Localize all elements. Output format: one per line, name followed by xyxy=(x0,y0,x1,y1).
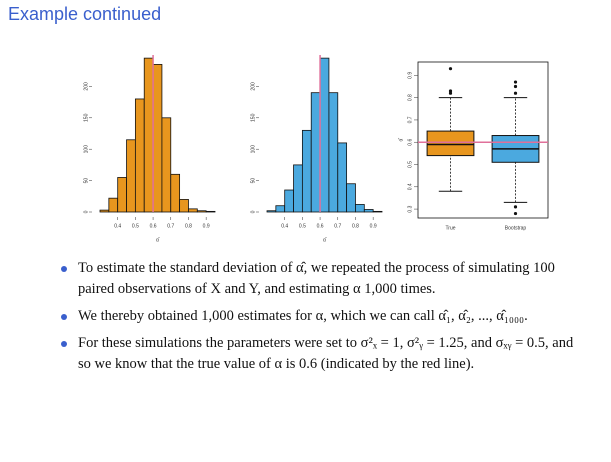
bar xyxy=(161,117,172,213)
x-tick-label: 0.5 xyxy=(132,223,139,229)
box xyxy=(426,130,475,157)
bullet-list: To estimate the standard deviation of α̂… xyxy=(58,258,578,381)
bar xyxy=(284,189,294,213)
y-tick-label: 0.3 xyxy=(407,205,413,212)
y-tick-label: 150 xyxy=(83,113,89,122)
bar xyxy=(170,173,181,213)
bar xyxy=(117,177,127,213)
x-tick-label: 0.6 xyxy=(150,223,157,229)
y-tick-label: 0.6 xyxy=(407,139,413,146)
y-tick-label: 0.7 xyxy=(407,116,413,123)
outlier xyxy=(513,211,518,216)
y-tick-label: 0.8 xyxy=(407,94,413,101)
bar xyxy=(143,57,154,213)
y-tick-label: 100 xyxy=(250,145,256,154)
y-tick-label: 100 xyxy=(83,145,89,154)
y-tick-label: 0 xyxy=(250,210,256,213)
bullet: For these simulations the parameters wer… xyxy=(58,333,578,375)
y-axis-label: α̂ xyxy=(398,138,404,142)
slide-title: Example continued xyxy=(8,4,162,24)
y-tick-label: 50 xyxy=(83,178,89,184)
bar xyxy=(134,98,145,213)
y-tick-label: 0.5 xyxy=(407,161,413,168)
x-tick-label: 0.8 xyxy=(352,223,359,229)
x-tick-label: 0.5 xyxy=(299,223,306,229)
bar xyxy=(310,92,321,213)
plot-frame xyxy=(417,61,549,219)
bar xyxy=(266,210,277,213)
x-tick-label: 0.9 xyxy=(370,223,377,229)
x-tick-label: 0.7 xyxy=(167,223,174,229)
x-axis-label: α̂ xyxy=(323,237,327,243)
outlier xyxy=(513,84,518,89)
y-tick-label: 0.4 xyxy=(407,183,413,190)
bar xyxy=(196,210,207,213)
charts: 0 50 100 150 200 0.4 0.5 0.6 0.7 0.8 0.9 α̂ 0 50 100 15… xyxy=(83,55,549,243)
outlier xyxy=(513,80,518,84)
bar xyxy=(363,209,374,213)
bar xyxy=(152,64,163,213)
x-tick-label: 0.4 xyxy=(114,223,121,229)
bar xyxy=(372,210,383,213)
bar xyxy=(328,92,339,213)
x-tick-label: 0.9 xyxy=(203,223,210,229)
bar xyxy=(301,129,312,213)
x-tick-label: True xyxy=(445,225,455,231)
y-tick-label: 200 xyxy=(250,82,256,91)
bar xyxy=(179,199,189,213)
y-tick-label: 50 xyxy=(250,178,256,184)
bar xyxy=(126,139,136,213)
y-tick-label: 0 xyxy=(83,210,89,213)
outlier xyxy=(448,67,453,71)
x-axis-label: α̂ xyxy=(156,237,160,243)
bar xyxy=(99,209,110,213)
outlier xyxy=(513,91,518,95)
bullet: To estimate the standard deviation of α̂… xyxy=(58,258,578,300)
y-tick-label: 150 xyxy=(250,113,256,122)
x-tick-label: 0.6 xyxy=(317,223,324,229)
outlier xyxy=(448,89,453,93)
bar xyxy=(188,208,198,213)
bar xyxy=(275,205,286,213)
x-tick-label: 0.8 xyxy=(185,223,192,229)
bar xyxy=(319,57,330,213)
x-tick-label: 0.4 xyxy=(281,223,288,229)
y-tick-label: 200 xyxy=(83,82,89,91)
bar xyxy=(205,210,216,213)
bar xyxy=(293,164,303,213)
bullet: We thereby obtained 1,000 estimates for … xyxy=(58,306,578,327)
outlier xyxy=(513,205,518,209)
x-tick-label: 0.7 xyxy=(334,223,341,229)
bar xyxy=(346,183,356,213)
bar xyxy=(108,197,119,213)
outlier xyxy=(448,91,453,95)
x-tick-label: Bootstrap xyxy=(505,225,527,231)
bar xyxy=(355,204,365,213)
bar xyxy=(337,142,348,213)
y-tick-label: 0.9 xyxy=(407,72,413,79)
